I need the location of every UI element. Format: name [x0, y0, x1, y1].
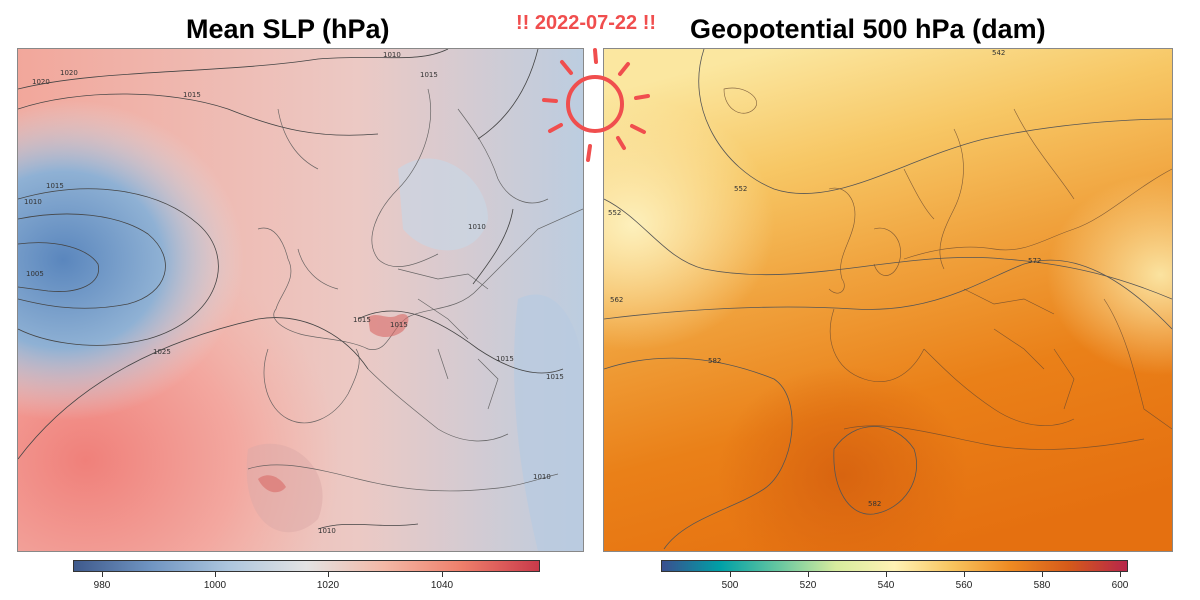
contour-label: 552 [734, 185, 747, 193]
isobar-label: 1010 [468, 223, 486, 231]
geo-tick-label: 560 [955, 580, 973, 591]
isobar-label: 1025 [153, 348, 171, 356]
isobar-label: 1010 [533, 473, 551, 481]
colorbar-tick [102, 572, 103, 577]
geopotential-map-canvas: 542 552 552 562 572 582 582 [604, 49, 1172, 551]
isobar-label: 1020 [32, 78, 50, 86]
slp-map-canvas: 1020 1020 1010 1015 1015 1010 1005 1025 … [18, 49, 583, 551]
geo-tick-label: 580 [1033, 580, 1051, 591]
contour-label: 542 [992, 49, 1005, 57]
colorbar-tick [1042, 572, 1043, 577]
geo-tick-label: 540 [877, 580, 895, 591]
isobar-label: 1005 [26, 270, 44, 278]
contour-label: 582 [708, 357, 721, 365]
contour-label: 572 [1028, 257, 1041, 265]
slp-tick-label: 1000 [203, 580, 227, 591]
isobar-label: 1010 [318, 527, 336, 535]
colorbar-tick [886, 572, 887, 577]
geopotential-map: 542 552 552 562 572 582 582 [603, 48, 1173, 552]
slp-tick-label: 980 [93, 580, 111, 591]
slp-tick-label: 1020 [316, 580, 340, 591]
colorbar-tick [1120, 572, 1121, 577]
isobar-label: 1015 [420, 71, 438, 79]
isobar-label: 1015 [183, 91, 201, 99]
sun-icon [542, 48, 650, 162]
isobar-label: 1010 [24, 198, 42, 206]
isobar-label: 1015 [46, 182, 64, 190]
contour-label: 552 [608, 209, 621, 217]
isobar-label: 1010 [383, 51, 401, 59]
isobar-label: 1020 [60, 69, 78, 77]
date-label: !! 2022-07-22 !! [516, 12, 657, 34]
contour-label: 562 [610, 296, 623, 304]
isobar-label: 1015 [353, 316, 371, 324]
left-map-title: Mean SLP (hPa) [186, 14, 390, 44]
colorbar-tick [215, 572, 216, 577]
geo-tick-label: 520 [799, 580, 817, 591]
isobar-label: 1015 [390, 321, 408, 329]
slp-tick-label: 1040 [430, 580, 454, 591]
colorbar-tick [808, 572, 809, 577]
colorbar-tick [964, 572, 965, 577]
geo-tick-label: 600 [1111, 580, 1129, 591]
right-map-title: Geopotential 500 hPa (dam) [690, 14, 1046, 44]
colorbar-tick [442, 572, 443, 577]
contour-label: 582 [868, 500, 881, 508]
colorbar-tick [730, 572, 731, 577]
geopotential-colorbar [661, 560, 1128, 572]
isobar-label: 1015 [496, 355, 514, 363]
slp-colorbar [73, 560, 540, 572]
colorbar-tick [328, 572, 329, 577]
isobar-label: 1015 [546, 373, 564, 381]
geo-tick-label: 500 [721, 580, 739, 591]
slp-map: 1020 1020 1010 1015 1015 1010 1005 1025 … [17, 48, 584, 552]
